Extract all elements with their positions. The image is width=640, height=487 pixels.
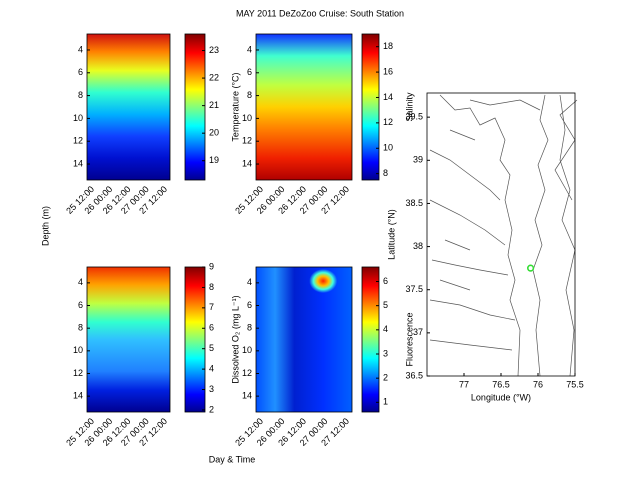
y-tick-label: 4 — [78, 277, 83, 287]
y-tick-label: 6 — [247, 67, 252, 77]
colorbar-frame — [184, 266, 206, 413]
colorbar — [362, 267, 379, 412]
colorbar-frame — [361, 266, 380, 413]
y-tick-label: 12 — [242, 136, 252, 146]
y-tick-label: 8 — [247, 90, 252, 100]
plot-frame — [255, 266, 353, 413]
y-tick-label: 12 — [73, 136, 83, 146]
y-tick-label: 36.5 — [405, 370, 423, 380]
y-tick-label: 4 — [78, 44, 83, 54]
contour-field — [256, 34, 352, 180]
y-tick-label: 12 — [73, 368, 83, 378]
colorbar — [185, 34, 205, 180]
x-tick-label: 75.5 — [566, 379, 584, 389]
colorbar-tick-label: 8 — [383, 168, 388, 178]
colorbar-tick-label: 4 — [209, 363, 214, 373]
colorbar-tick-label: 12 — [383, 117, 393, 127]
y-tick-label: 6 — [247, 300, 252, 310]
y-axis-label: Depth (m) — [40, 206, 50, 246]
colorbar-tick-label: 10 — [383, 143, 393, 153]
colorbar-frame — [361, 33, 380, 181]
colorbar-tick-label: 3 — [209, 384, 214, 394]
y-tick-label: 14 — [73, 158, 83, 168]
y-tick-label: 4 — [247, 277, 252, 287]
x-axis-label: Day & Time — [209, 454, 256, 464]
colorbar-tick-label: 14 — [383, 92, 393, 102]
map-y-label: Latitude (°N) — [386, 209, 396, 260]
colorbar-tick-label: 9 — [209, 261, 214, 271]
colorbar-tick-label: 3 — [383, 348, 388, 358]
colorbar-tick-label: 4 — [383, 324, 388, 334]
contour-field — [87, 267, 170, 412]
plot-frame — [255, 33, 353, 181]
colorbar-tick-label: 19 — [209, 155, 219, 165]
colorbar-tick-label: 1 — [383, 397, 388, 407]
colorbar-tick-label: 23 — [209, 45, 219, 55]
y-tick-label: 37 — [413, 327, 423, 337]
y-tick-label: 6 — [78, 300, 83, 310]
colorbar-label: Salinity — [404, 92, 414, 122]
y-tick-label: 8 — [78, 90, 83, 100]
colorbar-tick-label: 6 — [383, 276, 388, 286]
x-tick-label: 76.5 — [492, 379, 510, 389]
contour-field — [87, 34, 170, 180]
coastline — [429, 94, 578, 377]
colorbar — [185, 267, 205, 412]
y-tick-label: 37.5 — [405, 284, 423, 294]
colorbar-tick-label: 6 — [209, 323, 214, 333]
map-x-label: Longitude (°W) — [471, 392, 531, 402]
colorbar-tick-label: 7 — [209, 302, 214, 312]
colorbar-tick-label: 16 — [383, 66, 393, 76]
x-tick-label: 77 — [459, 379, 469, 389]
y-tick-label: 6 — [78, 67, 83, 77]
title: MAY 2011 DeZoZoo Cruise: South Station — [236, 8, 404, 18]
colorbar — [362, 34, 379, 180]
colorbar-tick-label: 2 — [209, 404, 214, 414]
colorbar-tick-label: 21 — [209, 100, 219, 110]
y-tick-label: 10 — [242, 113, 252, 123]
colorbar-tick-label: 20 — [209, 128, 219, 138]
colorbar-tick-label: 8 — [209, 282, 214, 292]
station-point — [526, 264, 535, 272]
map-frame — [426, 92, 576, 377]
colorbar-label: Fluorescence — [404, 312, 414, 366]
y-tick-label: 10 — [242, 345, 252, 355]
y-tick-label: 8 — [247, 323, 252, 333]
x-tick-label: 76 — [533, 379, 543, 389]
y-tick-label: 38 — [413, 241, 423, 251]
y-tick-label: 14 — [242, 391, 252, 401]
contour-spot — [309, 269, 338, 293]
colorbar-label: Temperature (°C) — [230, 72, 240, 141]
colorbar-tick-label: 5 — [209, 343, 214, 353]
colorbar-tick-label: 18 — [383, 41, 393, 51]
y-tick-label: 8 — [78, 323, 83, 333]
plot-frame — [86, 33, 171, 181]
contour-field — [256, 267, 352, 412]
y-tick-label: 12 — [242, 368, 252, 378]
y-tick-label: 38.5 — [405, 198, 423, 208]
y-tick-label: 4 — [247, 44, 252, 54]
plot-frame — [86, 266, 171, 413]
y-tick-label: 14 — [73, 391, 83, 401]
y-tick-label: 10 — [73, 345, 83, 355]
y-tick-label: 14 — [242, 158, 252, 168]
y-tick-label: 39.5 — [405, 112, 423, 122]
colorbar-frame — [184, 33, 206, 181]
colorbar-tick-label: 5 — [383, 300, 388, 310]
colorbar-tick-label: 22 — [209, 72, 219, 82]
y-tick-label: 10 — [73, 113, 83, 123]
colorbar-label: Dissolved O₂ (mg L⁻¹) — [230, 295, 240, 383]
y-tick-label: 39 — [413, 155, 423, 165]
colorbar-tick-label: 2 — [383, 373, 388, 383]
